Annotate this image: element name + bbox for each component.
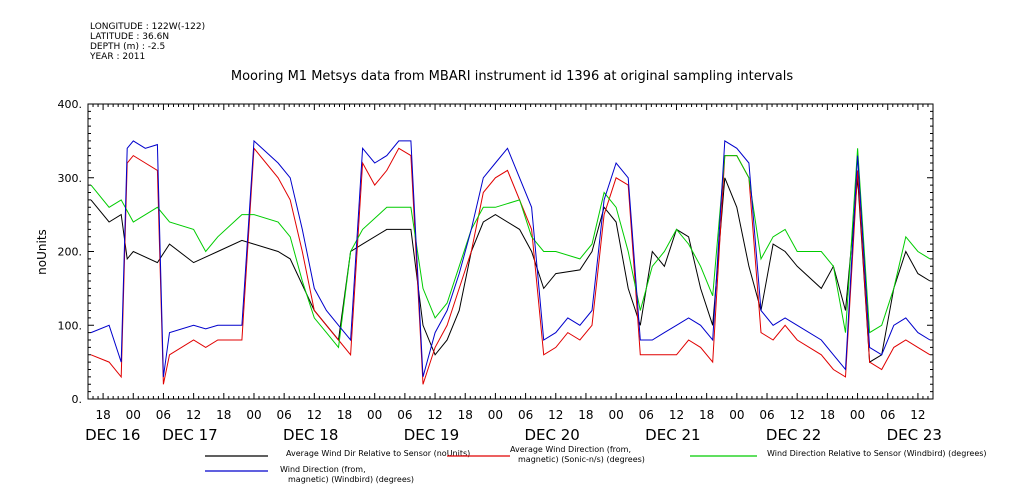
series-line-2 [90, 146, 931, 385]
x-hour-label: 06 [397, 408, 412, 422]
x-day-label: DEC 17 [162, 426, 217, 444]
y-tick-label: 400. [58, 98, 83, 111]
x-hour-label: 18 [95, 408, 110, 422]
longitude-text: LONGITUDE : 122W(-122) [90, 22, 206, 32]
legend-label-4: Wind Direction (from, [280, 465, 366, 474]
chart-title: Mooring M1 Metsys data from MBARI instru… [231, 69, 793, 84]
x-hour-label: 18 [820, 408, 835, 422]
x-hour-label: 06 [156, 408, 171, 422]
x-hour-label: 00 [126, 408, 141, 422]
x-hour-label: 00 [246, 408, 261, 422]
x-hour-label: 12 [790, 408, 805, 422]
x-hour-label: 12 [307, 408, 322, 422]
plot-frame [87, 103, 934, 400]
x-hour-label: 06 [277, 408, 292, 422]
y-tick-label: 200. [58, 246, 83, 259]
legend-label-2-line2: magnetic) (Sonic-n/s) (degrees) [518, 455, 645, 464]
depth-text: DEPTH (m) : -2.5 [90, 42, 166, 52]
x-hour-label: 12 [427, 408, 442, 422]
x-hour-label: 18 [216, 408, 231, 422]
x-hour-label: 18 [699, 408, 714, 422]
series-line-3 [90, 148, 931, 349]
y-tick-label: 100. [58, 319, 83, 332]
series-layer [90, 139, 931, 385]
x-hour-label: 18 [337, 408, 352, 422]
x-hour-label: 06 [880, 408, 895, 422]
x-hour-label: 00 [608, 408, 623, 422]
series-line-4 [90, 139, 931, 378]
x-hour-label: 06 [518, 408, 533, 422]
x-hour-label: 06 [639, 408, 654, 422]
x-day-label: DEC 16 [85, 426, 140, 444]
x-hour-label: 00 [850, 408, 865, 422]
x-hour-label: 00 [729, 408, 744, 422]
x-hour-label: 12 [910, 408, 925, 422]
x-hour-label: 06 [759, 408, 774, 422]
legend-label-4-line2: magnetic) (Windbird) (degrees) [288, 475, 414, 484]
x-day-label: DEC 20 [524, 426, 579, 444]
axis-labels: 0. 100. 200. 300. 400. 18 00 06 12 18 00 06 12 18 00 06… [58, 98, 942, 444]
legend-label-2: Average Wind Direction (from, [510, 445, 631, 454]
x-hour-label: 12 [548, 408, 563, 422]
x-day-label: DEC 22 [766, 426, 821, 444]
legend-label-3: Wind Direction Relative to Sensor (Windb… [767, 449, 987, 458]
year-text: YEAR : 2011 [90, 52, 146, 62]
x-hour-label: 12 [669, 408, 684, 422]
y-tick-label: 0. [72, 393, 83, 406]
x-hour-label: 00 [367, 408, 382, 422]
series-line-1 [90, 177, 931, 363]
metadata-block: LONGITUDE : 122W(-122) LATITUDE : 36.6N … [90, 22, 205, 62]
x-hour-label: 18 [458, 408, 473, 422]
x-day-label: DEC 19 [404, 426, 459, 444]
legend: Average Wind Dir Relative to Sensor (noU… [205, 445, 987, 484]
legend-label-1: Average Wind Dir Relative to Sensor (noU… [286, 449, 470, 458]
y-tick-label: 300. [58, 172, 83, 185]
x-day-label: DEC 23 [887, 426, 942, 444]
x-day-label: DEC 18 [283, 426, 338, 444]
x-day-label: DEC 21 [645, 426, 700, 444]
latitude-text: LATITUDE : 36.6N [90, 32, 170, 42]
y-axis-label: noUnits [35, 229, 49, 275]
x-hour-label: 18 [578, 408, 593, 422]
x-hour-label: 00 [488, 408, 503, 422]
x-hour-label: 12 [186, 408, 201, 422]
